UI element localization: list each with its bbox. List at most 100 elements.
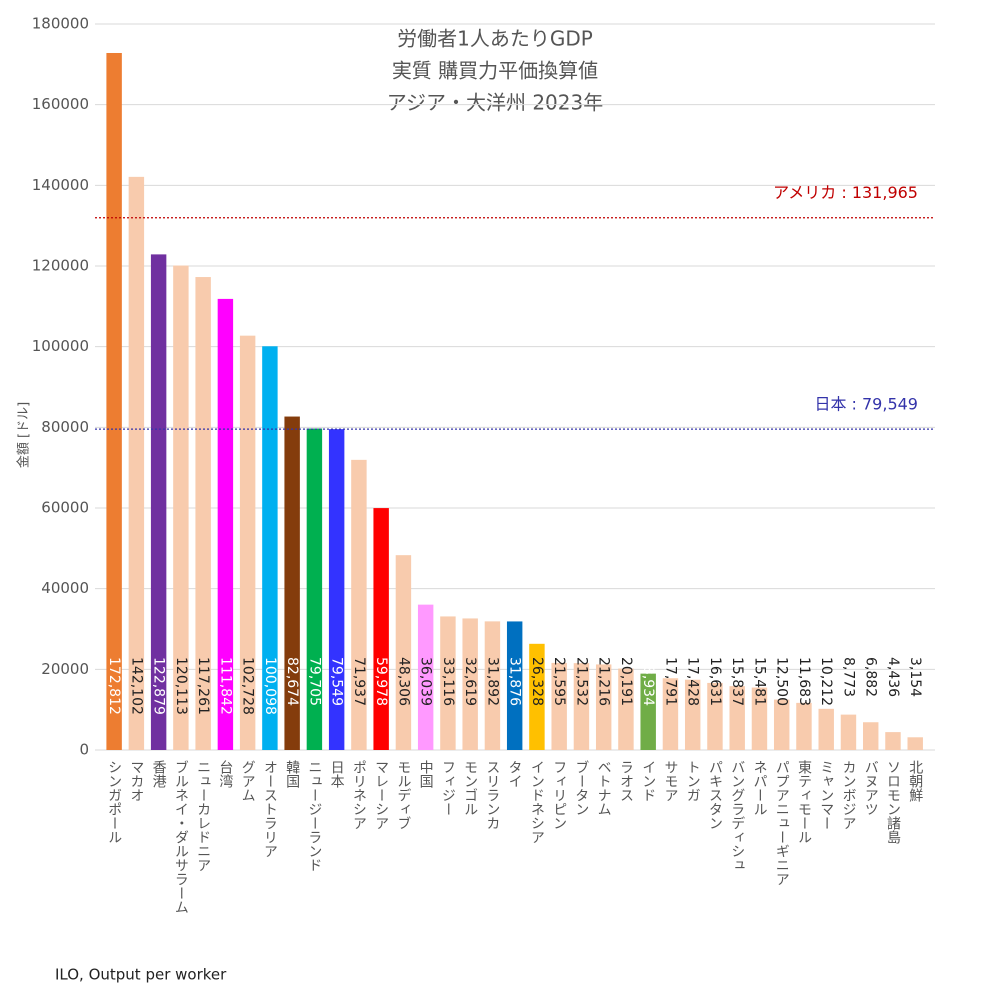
x-tick-label: 中国 bbox=[418, 760, 434, 788]
x-tick-label: インドネシア bbox=[529, 760, 545, 844]
value-label: 142,102 bbox=[128, 657, 144, 715]
x-tick-label: タイ bbox=[507, 760, 523, 788]
bar bbox=[506, 621, 523, 750]
x-tick-label: ミャンマー bbox=[818, 760, 834, 830]
value-label: 15,837 bbox=[729, 657, 745, 706]
bar bbox=[618, 668, 634, 750]
reference-label: アメリカ : 131,965 bbox=[773, 183, 918, 202]
chart-title: 実質 購買力平価換算値 bbox=[392, 59, 598, 83]
bar bbox=[351, 459, 367, 750]
bar bbox=[551, 662, 567, 750]
bar bbox=[128, 176, 145, 750]
value-label: 120,113 bbox=[173, 657, 189, 715]
x-tick-label: ベトナム bbox=[596, 760, 612, 816]
bar bbox=[729, 686, 745, 750]
value-label: 122,879 bbox=[151, 657, 167, 715]
value-label: 31,892 bbox=[484, 657, 500, 706]
bar bbox=[328, 429, 345, 750]
y-tick-label: 40000 bbox=[41, 579, 89, 597]
x-tick-label: ラオス bbox=[618, 760, 634, 802]
y-tick-label: 120000 bbox=[32, 257, 89, 275]
bar bbox=[751, 687, 768, 750]
bar bbox=[173, 265, 189, 750]
value-label: 79,549 bbox=[329, 657, 345, 706]
bar bbox=[885, 732, 901, 750]
value-label: 10,212 bbox=[818, 657, 834, 706]
x-tick-label: シンガポール bbox=[106, 760, 122, 844]
value-label: 21,532 bbox=[573, 657, 589, 706]
reference-label: 日本 : 79,549 bbox=[814, 395, 918, 414]
bar bbox=[462, 618, 478, 750]
x-tick-label: マカオ bbox=[128, 760, 144, 802]
bar bbox=[862, 722, 879, 750]
y-tick-label: 100000 bbox=[32, 337, 89, 355]
value-label: 20,191 bbox=[618, 657, 634, 706]
value-label: 11,683 bbox=[796, 657, 812, 706]
bar bbox=[440, 616, 456, 750]
bar bbox=[106, 52, 122, 751]
x-tick-label: カンボジア bbox=[840, 760, 856, 830]
value-label: 117,261 bbox=[195, 657, 211, 715]
value-label: 15,481 bbox=[751, 657, 767, 706]
x-tick-label: ブルネイ・ダルサラーム bbox=[173, 760, 189, 914]
value-label: 8,773 bbox=[840, 657, 856, 697]
x-tick-label: ポリネシア bbox=[351, 760, 367, 830]
x-tick-label: 北朝鮮 bbox=[907, 760, 923, 802]
bar bbox=[150, 254, 167, 750]
bar bbox=[640, 673, 656, 750]
bar bbox=[573, 663, 590, 750]
x-tick-label: ブータン bbox=[573, 760, 589, 816]
x-tick-label: フィジー bbox=[440, 760, 456, 816]
y-tick-label: 140000 bbox=[32, 176, 89, 194]
y-tick-label: 160000 bbox=[32, 95, 89, 113]
x-tick-label: サモア bbox=[662, 760, 678, 802]
bar bbox=[417, 604, 434, 750]
value-label: 36,039 bbox=[418, 657, 434, 706]
bar bbox=[306, 428, 323, 750]
x-tick-label: ニュージーランド bbox=[306, 760, 322, 872]
value-label: 59,978 bbox=[373, 657, 389, 706]
x-tick-label: バングラディシュ bbox=[729, 760, 745, 872]
value-label: 82,674 bbox=[284, 657, 300, 706]
x-tick-label: オーストラリア bbox=[262, 760, 278, 858]
x-tick-label: パプアニューギニア bbox=[774, 760, 790, 886]
bar bbox=[818, 708, 834, 750]
source: ILO, Output per worker bbox=[55, 966, 227, 984]
bar bbox=[373, 508, 389, 750]
value-label: 16,631 bbox=[707, 657, 723, 706]
bar bbox=[840, 714, 857, 750]
value-label: 100,098 bbox=[262, 657, 278, 715]
x-tick-label: フィリピン bbox=[551, 760, 567, 830]
chart-title: 労働者1人あたりGDP bbox=[397, 27, 593, 51]
value-label: 33,116 bbox=[440, 657, 456, 706]
bar bbox=[907, 737, 923, 750]
value-label: 17,428 bbox=[685, 657, 701, 706]
x-tick-label: 日本 bbox=[329, 760, 345, 788]
y-axis-title: 金額 [ドル] bbox=[16, 402, 32, 468]
x-tick-label: トンガ bbox=[685, 760, 701, 802]
bar bbox=[284, 416, 300, 750]
bar bbox=[395, 555, 412, 750]
value-label: 32,619 bbox=[462, 657, 478, 706]
value-label: 111,842 bbox=[217, 657, 233, 715]
x-tick-label: モルディブ bbox=[395, 760, 411, 830]
y-tick-label: 80000 bbox=[41, 418, 89, 436]
value-label: 12,500 bbox=[774, 657, 790, 706]
y-tick-label: 60000 bbox=[41, 499, 89, 517]
x-tick-label: パキスタン bbox=[707, 760, 723, 830]
value-label: 102,728 bbox=[240, 657, 256, 715]
x-tick-label: バヌアツ bbox=[863, 760, 879, 816]
chart-title: アジア・大洋州 2023年 bbox=[387, 91, 603, 115]
value-label: 17,791 bbox=[662, 657, 678, 706]
bar bbox=[662, 678, 679, 750]
x-tick-label: 東ティモール bbox=[796, 760, 812, 844]
bar bbox=[217, 298, 234, 750]
bar bbox=[484, 621, 501, 750]
bar bbox=[707, 682, 723, 750]
value-label: 21,595 bbox=[551, 657, 567, 706]
bar bbox=[239, 335, 256, 750]
bar bbox=[796, 702, 812, 750]
value-label: 4,436 bbox=[885, 657, 901, 697]
